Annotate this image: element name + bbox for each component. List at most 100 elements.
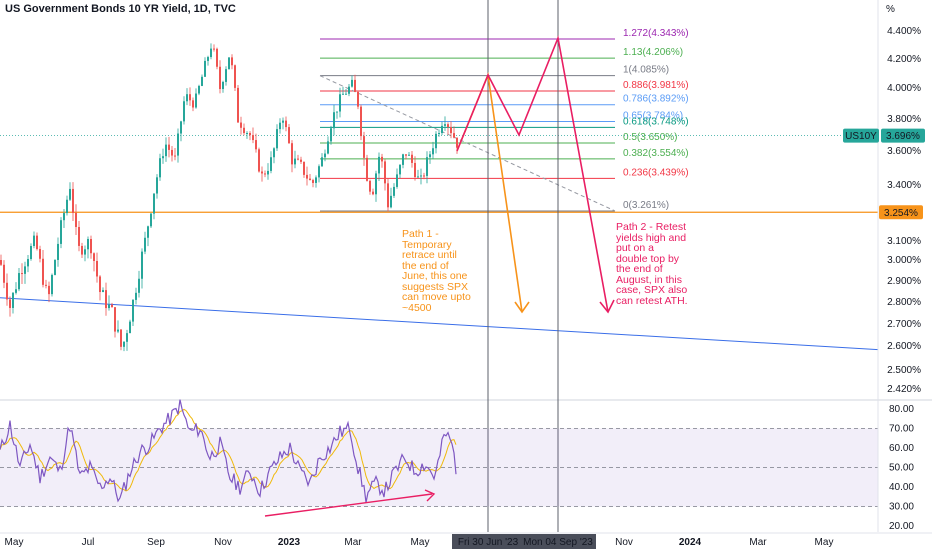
x-marker-bg — [520, 534, 596, 549]
fib-level-label: 0.65(3.784%) — [623, 111, 683, 122]
rsi-tick-label: 70.00 — [889, 424, 914, 435]
candle-body — [270, 157, 272, 171]
x-tick-label: 2024 — [679, 537, 702, 548]
candle-body — [396, 174, 398, 187]
candle-body — [198, 85, 200, 94]
trendline — [0, 297, 879, 351]
candle-body — [423, 175, 425, 177]
candle-body — [363, 136, 365, 158]
candle-body — [300, 159, 302, 162]
candle-body — [189, 94, 191, 101]
candle-body — [129, 321, 131, 334]
candle-body — [354, 79, 356, 92]
x-tick-label: 2023 — [278, 537, 301, 548]
candle-body — [306, 174, 308, 179]
fib-level-label: 1.13(4.206%) — [623, 47, 683, 58]
candle-body — [222, 81, 224, 90]
support-price-badge-text: 3.254% — [884, 208, 918, 219]
x-marker-label: Mon 04 Sep '23 — [523, 537, 593, 548]
candle-body — [234, 65, 236, 88]
path-2-projection — [456, 35, 609, 313]
path-1-note: Path 1 - Temporary retrace until the end… — [402, 228, 471, 314]
fib-level-label: 1.272(4.343%) — [623, 28, 689, 39]
rsi-divergence-arrowhead — [424, 489, 436, 502]
candle-body — [435, 133, 437, 149]
path-2-arrowhead — [599, 299, 615, 314]
candle-body — [123, 341, 125, 347]
fib-level-label: 0.786(3.892%) — [623, 94, 689, 105]
candle-body — [411, 154, 413, 163]
candle-body — [72, 188, 74, 213]
candle-body — [225, 69, 227, 82]
candle-body — [387, 183, 389, 208]
candle-body — [3, 264, 5, 283]
last-price-badge-bg — [881, 128, 925, 143]
candle-body — [18, 273, 20, 290]
candle-body — [246, 132, 248, 134]
candle-body — [177, 133, 179, 156]
candle-body — [381, 156, 383, 162]
y-tick-label: 2.420% — [887, 384, 921, 395]
path-2-note: Path 2 - Retest yields high and put on a… — [616, 221, 688, 307]
candle-body — [174, 155, 176, 157]
candle-body — [141, 251, 143, 279]
x-tick-label: May — [5, 537, 24, 548]
candle-body — [102, 290, 104, 293]
candle-body — [360, 106, 362, 137]
candle-body — [192, 100, 194, 108]
last-price-badge-text: 3.696% — [886, 131, 920, 142]
candle-body — [444, 124, 446, 126]
candle-body — [207, 57, 209, 61]
candle-body — [375, 173, 377, 195]
candle-body — [228, 57, 230, 70]
candle-body — [60, 220, 62, 244]
candle-body — [372, 191, 374, 195]
candle-body — [450, 127, 452, 134]
candle-body — [309, 178, 311, 181]
downtrend-dashed — [319, 75, 616, 212]
candle-body — [255, 140, 257, 150]
candle-body — [195, 93, 197, 108]
candle-body — [213, 48, 215, 50]
fib-level-label: 0.382(3.554%) — [623, 148, 689, 159]
y-tick-label: 4.400% — [887, 26, 921, 37]
x-tick-label: Mar — [344, 537, 362, 548]
y-tick-label: 3.800% — [887, 114, 921, 125]
candle-body — [96, 260, 98, 277]
candle-body — [201, 76, 203, 86]
candles — [0, 43, 458, 352]
candle-body — [204, 60, 206, 77]
candle-body — [327, 141, 329, 154]
candle-body — [126, 333, 128, 342]
candle-body — [429, 154, 431, 158]
candle-body — [330, 128, 332, 142]
y-tick-label: 3.000% — [887, 255, 921, 266]
candle-body — [393, 186, 395, 196]
rsi-line — [0, 399, 457, 503]
candle-body — [369, 180, 371, 192]
x-tick-label: Mar — [749, 537, 767, 548]
rsi-tick-label: 60.00 — [889, 443, 914, 454]
candle-body — [51, 274, 53, 295]
candle-body — [273, 148, 275, 158]
candle-body — [159, 158, 161, 178]
candle-body — [321, 157, 323, 167]
candle-body — [66, 199, 68, 214]
candle-body — [9, 299, 11, 308]
candle-body — [156, 177, 158, 194]
candle-body — [378, 156, 380, 174]
candle-body — [237, 87, 239, 123]
rsi-ma-line — [0, 408, 457, 492]
candle-body — [24, 266, 26, 274]
candle-body — [315, 177, 317, 183]
rsi-tick-label: 50.00 — [889, 463, 914, 474]
candle-body — [312, 180, 314, 183]
candle-body — [258, 149, 260, 172]
candle-body — [84, 249, 86, 255]
y-tick-label: 2.800% — [887, 297, 921, 308]
candle-body — [12, 292, 14, 308]
candle-body — [432, 148, 434, 155]
candle-body — [108, 304, 110, 309]
last-price-badge: 3.696% — [881, 128, 925, 143]
